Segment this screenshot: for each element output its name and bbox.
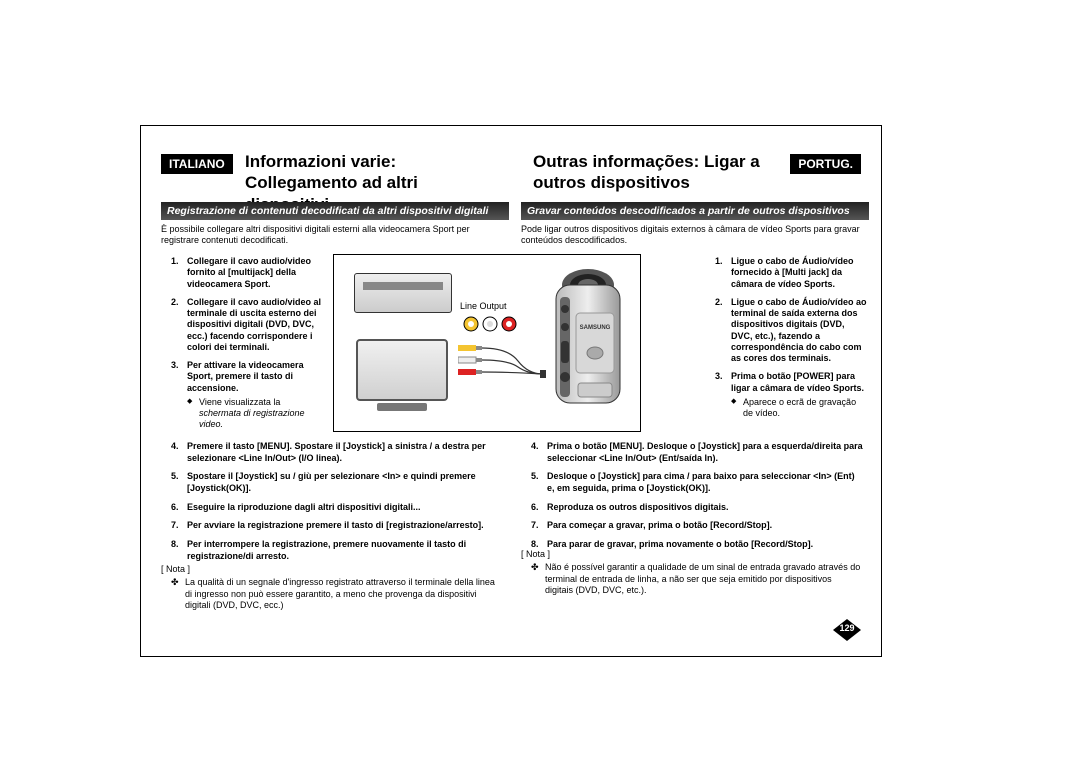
intro-italian: È possibile collegare altri dispositivi … [161, 224, 501, 246]
connection-diagram: Line Output [333, 254, 641, 432]
manual-page: ITALIANO Informazioni varie: Collegament… [140, 125, 882, 657]
steps-narrow-portuguese: 1.Ligue o cabo de Áudio/vídeo fornecido … [717, 256, 867, 426]
steps-narrow-italian: 1.Collegare il cavo audio/video fornito … [173, 256, 323, 438]
steps-wide-portuguese: 4.Prima o botão [MENU]. Desloque o [Joys… [533, 441, 863, 558]
subtitle-italian: Registrazione di contenuti decodificati … [161, 202, 509, 220]
intro-portuguese: Pode ligar outros dispositivos digitais … [521, 224, 861, 246]
brand-label: SAMSUNG [580, 325, 611, 331]
language-tab-portuguese: PORTUG. [790, 154, 861, 174]
steps-wide-italian: 4.Premere il tasto [MENU]. Spostare il [… [173, 441, 503, 570]
page-number-badge: 129 [833, 619, 861, 641]
line-output-label: Line Output [460, 301, 507, 311]
camcorder-icon: SAMSUNG [542, 267, 626, 417]
dvd-player-icon [354, 273, 452, 313]
av-cable-icon [458, 341, 548, 396]
tv-icon [356, 339, 448, 411]
note-portuguese: [ Nota ] Não é possível garantir a quali… [521, 549, 861, 596]
language-tab-italian: ITALIANO [161, 154, 233, 174]
rca-jacks-icon [462, 315, 518, 333]
note-italian: [ Nota ] La qualità di un segnale d'ingr… [161, 564, 501, 611]
title-portuguese: Outras informações: Ligar a outros dispo… [533, 151, 793, 194]
subtitle-portuguese: Gravar conteúdos descodificados a partir… [521, 202, 869, 220]
